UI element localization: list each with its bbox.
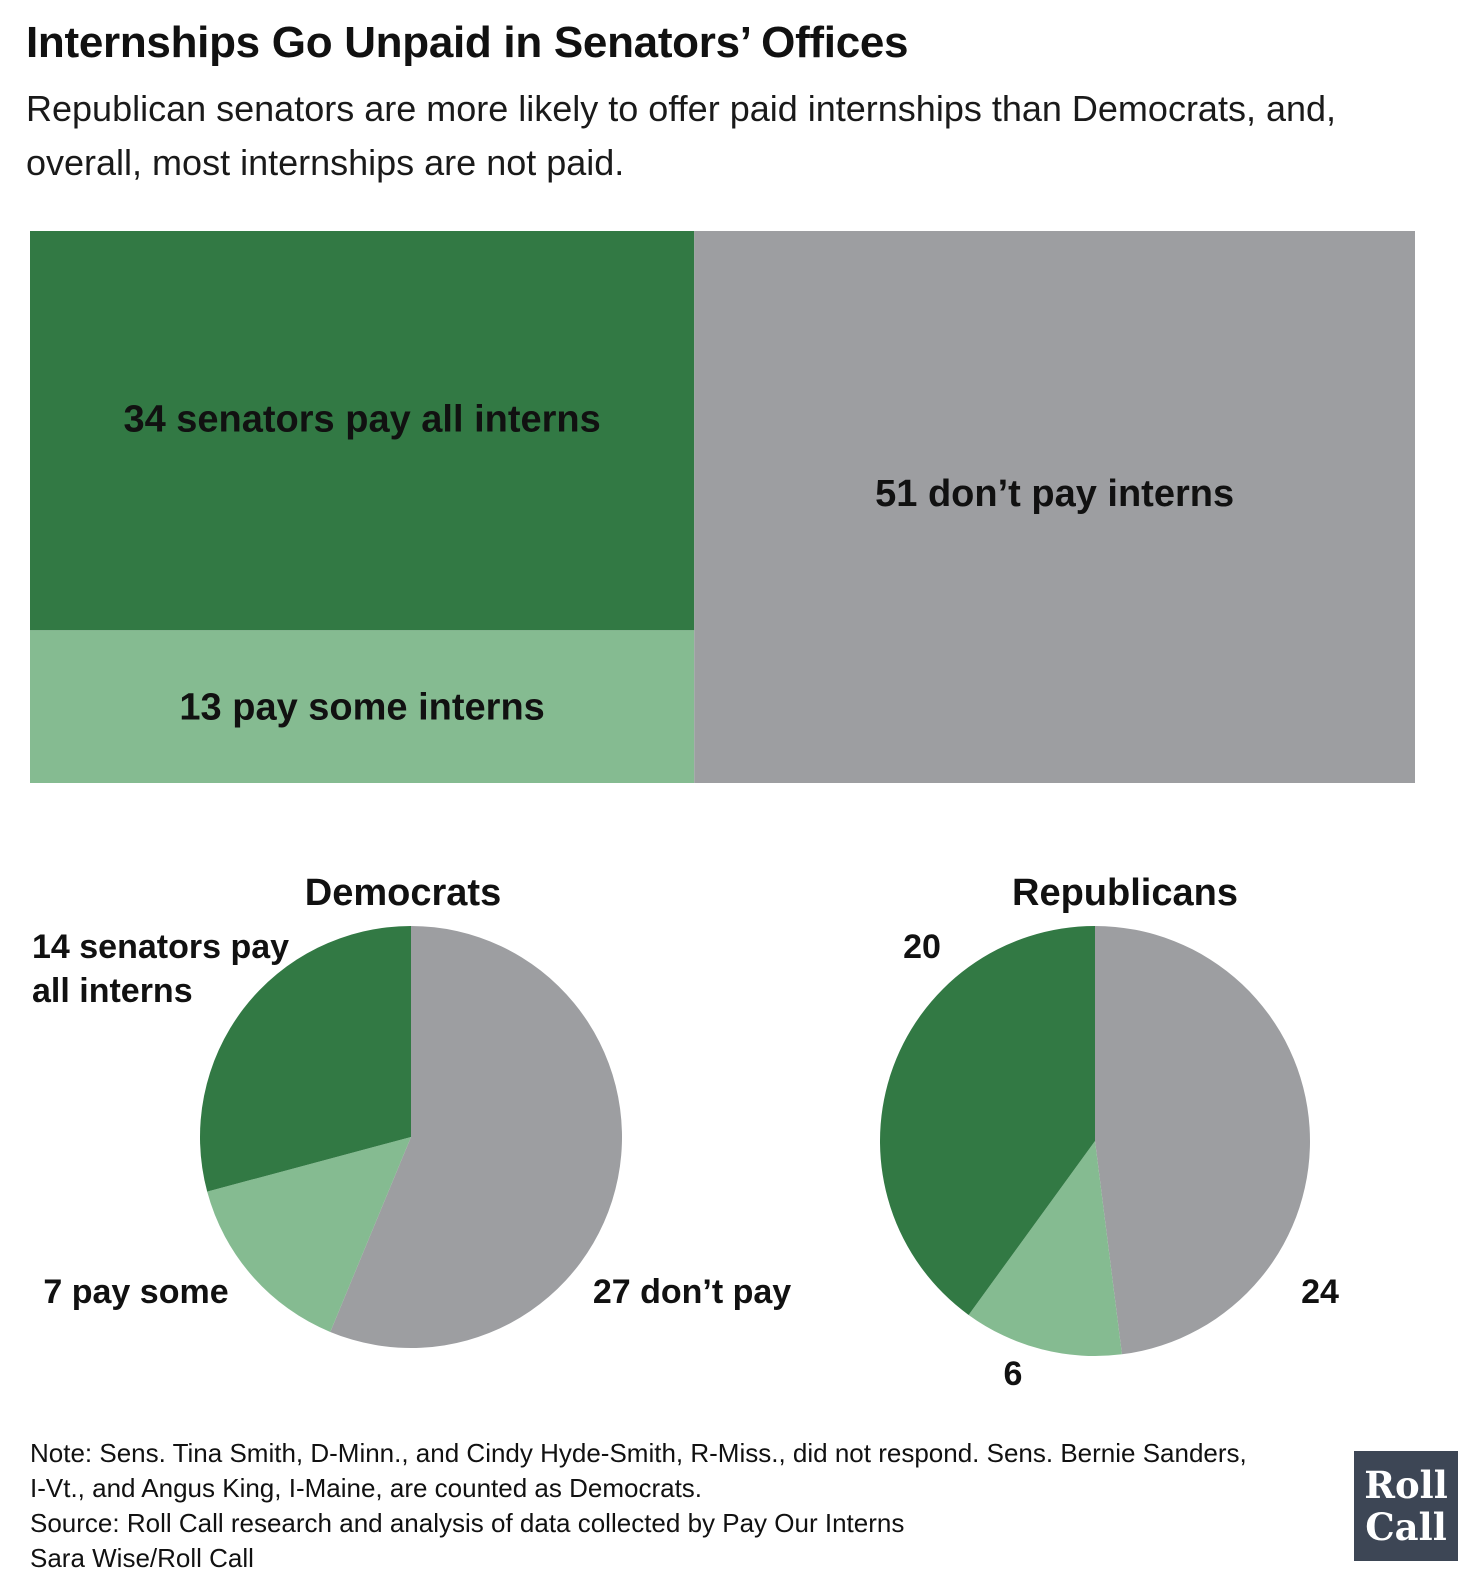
democrats-label-2: 14 senators pay all interns — [32, 928, 289, 1010]
chart-title: Internships Go Unpaid in Senators’ Offic… — [26, 18, 909, 67]
note-line-1: Note: Sens. Tina Smith, D-Minn., and Cin… — [30, 1438, 1247, 1468]
republicans-label-0: 24 — [1301, 1273, 1339, 1311]
republicans-slice-2 — [880, 926, 1095, 1315]
republicans-title: Republicans — [1012, 872, 1238, 914]
treemap-label-pay-all: 34 senators pay all interns — [123, 399, 600, 441]
treemap-rect-dont-pay — [694, 231, 1415, 783]
logo-line-1: Roll — [1364, 1463, 1448, 1507]
credit-line: Sara Wise/Roll Call — [30, 1543, 254, 1573]
republicans-slice-0 — [1095, 926, 1310, 1355]
logo-line-2: Call — [1365, 1505, 1447, 1549]
treemap-label-dont-pay: 51 don’t pay interns — [875, 473, 1234, 515]
democrats-slice-0 — [330, 926, 622, 1348]
republicans-label-2: 20 — [903, 928, 941, 966]
pie-charts: 27 don’t pay 7 pay some 14 senators pay all… — [32, 872, 1339, 1393]
treemap-chart: 34 senators pay all interns 13 pay some i… — [30, 231, 1415, 783]
democrats-slice-2 — [200, 926, 411, 1192]
treemap-label-pay-some: 13 pay some interns — [179, 687, 544, 729]
democrats-label-1: 7 pay some — [43, 1273, 228, 1311]
republicans-label-1: 6 — [1004, 1355, 1023, 1393]
democrats-label-0: 27 don’t pay — [593, 1273, 791, 1311]
democrats-title: Democrats — [305, 872, 501, 914]
footnotes: Note: Sens. Tina Smith, D-Minn., and Cin… — [30, 1436, 1330, 1576]
treemap-rect-pay-all — [30, 231, 695, 631]
roll-call-logo: Roll Call — [1354, 1451, 1458, 1561]
republicans-slice-1 — [968, 1141, 1122, 1356]
treemap-rect-pay-some — [30, 630, 695, 783]
democrats-slice-1 — [207, 1137, 411, 1332]
source-line: Source: Roll Call research and analysis … — [30, 1508, 905, 1538]
note-line-2: I-Vt., and Angus King, I-Maine, are coun… — [30, 1473, 703, 1503]
chart-subtitle: Republican senators are more likely to o… — [26, 88, 1337, 183]
